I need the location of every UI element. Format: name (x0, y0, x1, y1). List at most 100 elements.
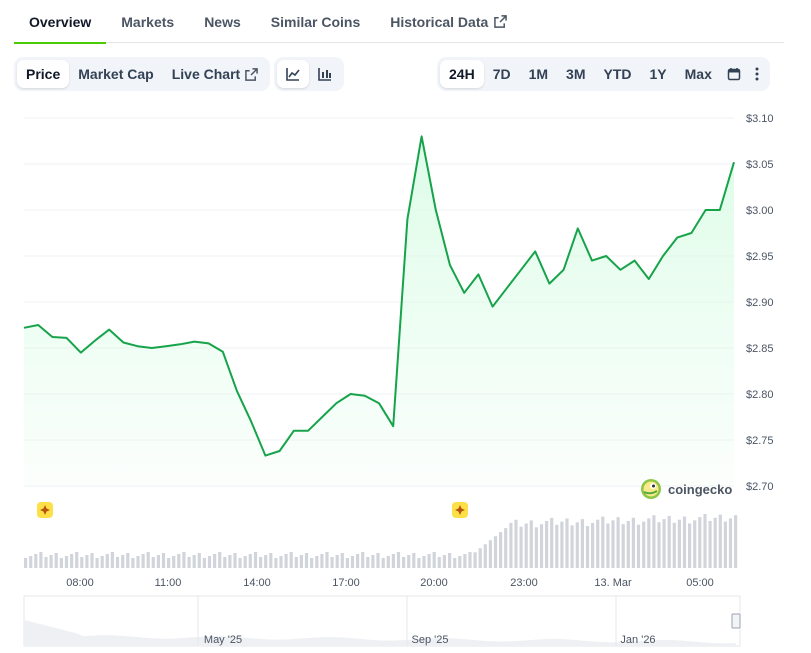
x-tick-label: 20:00 (420, 577, 448, 589)
volume-bar (591, 522, 595, 568)
volume-bar (330, 557, 334, 568)
volume-bar (223, 557, 227, 568)
volume-bar (95, 558, 99, 568)
volume-bar (187, 557, 191, 568)
volume-bar (29, 556, 33, 568)
range-24h-button[interactable]: 24H (440, 60, 484, 88)
volume-bar (550, 517, 554, 568)
volume-bar (570, 525, 574, 568)
navigator-label: Jan '26 (620, 634, 655, 646)
volume-bar (682, 516, 687, 568)
y-tick-label: $3.10 (746, 113, 774, 125)
volume-bar (734, 515, 738, 568)
volume-bar (662, 519, 666, 568)
tab-news[interactable]: News (189, 0, 256, 43)
volume-bar (723, 521, 727, 568)
x-tick-label: 11:00 (155, 577, 182, 589)
coingecko-logo: coingecko (640, 478, 732, 500)
volume-bar (478, 548, 482, 568)
volume-bar (304, 553, 309, 568)
tab-overview[interactable]: Overview (14, 0, 107, 44)
line-chart-icon[interactable] (277, 60, 309, 88)
volume-bar (667, 515, 671, 568)
volume-bar (539, 524, 544, 568)
volume-bar (264, 555, 268, 568)
volume-bar (356, 554, 360, 568)
volume-bar (136, 556, 140, 568)
volume-bar (269, 553, 273, 568)
volume-bar (100, 556, 104, 568)
volume-bar (350, 556, 355, 568)
x-tick-label: 05:00 (686, 577, 714, 589)
range-7d-button[interactable]: 7D (492, 66, 511, 82)
navigator-handle[interactable] (731, 613, 741, 629)
volume-bar (483, 544, 487, 568)
volume-bar (499, 532, 503, 568)
x-tick-label: 14:00 (243, 577, 271, 589)
volume-bar (488, 540, 492, 568)
gecko-logo-icon (641, 479, 661, 499)
volume-bar (407, 555, 411, 568)
live-chart-button[interactable]: Live Chart (163, 60, 267, 88)
more-vertical-icon[interactable] (747, 60, 767, 88)
range-max-button[interactable]: Max (684, 66, 712, 82)
volume-bar (24, 558, 28, 568)
volume-bar (453, 558, 457, 568)
volume-bar (693, 520, 697, 568)
range-3m-button[interactable]: 3M (566, 66, 586, 82)
volume-bar (417, 558, 421, 568)
volume-bar (202, 558, 206, 568)
volume-bar (228, 555, 232, 568)
volume-bar (131, 558, 135, 568)
volume-bar (621, 524, 625, 568)
x-tick-label: 17:00 (332, 577, 360, 589)
volume-bar (672, 522, 676, 568)
volume-bar (345, 558, 349, 568)
volume-bar (437, 557, 441, 568)
volume-bar (126, 553, 130, 568)
x-tick-label: 08:00 (66, 577, 94, 589)
tab-similar-coins[interactable]: Similar Coins (256, 0, 375, 43)
button-label: Live Chart (171, 66, 241, 82)
metric-toggle-group: Price Market Cap Live Chart (14, 57, 271, 91)
volume-bar (361, 552, 365, 568)
tab-label: Markets (121, 13, 175, 30)
range-1y-button[interactable]: 1Y (649, 66, 667, 82)
volume-bar (371, 555, 375, 568)
y-tick-label: $3.05 (746, 159, 774, 171)
volume-bar (642, 521, 646, 568)
volume-bar (182, 552, 186, 568)
volume-bar (310, 558, 314, 568)
volume-bar (636, 524, 641, 568)
volume-bar (151, 557, 155, 568)
volume-bar (75, 552, 79, 568)
price-area (24, 136, 734, 486)
volume-bar (386, 556, 390, 568)
event-marker-icon (37, 502, 53, 518)
price-button[interactable]: Price (17, 60, 70, 88)
volume-bar (34, 554, 38, 568)
external-link-icon (494, 15, 508, 28)
volume-bar (105, 554, 109, 568)
market-cap-button[interactable]: Market Cap (69, 60, 162, 88)
x-tick-label: 23:00 (510, 577, 538, 589)
y-tick-label: $3.00 (746, 205, 774, 217)
y-tick-label: $2.90 (746, 297, 774, 309)
tab-label: Similar Coins (270, 13, 361, 30)
calendar-icon[interactable] (721, 60, 747, 88)
volume-bar (473, 552, 477, 568)
tab-historical-data[interactable]: Historical Data (375, 0, 522, 43)
volume-bar (545, 521, 549, 568)
volume-bar (39, 552, 43, 568)
button-label: Price (26, 66, 61, 82)
price-chart[interactable]: $3.10 $3.05 $3.00 $2.95 $2.90 $2.85 $2.80 $2.75… (0, 100, 811, 653)
range-ytd-button[interactable]: YTD (603, 66, 632, 82)
volume-bar (156, 555, 160, 568)
range-1m-button[interactable]: 1M (528, 66, 549, 82)
volume-bar (141, 554, 145, 568)
tab-markets[interactable]: Markets (106, 0, 189, 43)
candlestick-chart-icon[interactable] (309, 60, 341, 88)
volume-bar (115, 557, 120, 568)
button-label: Market Cap (78, 66, 154, 82)
volume-bar (688, 523, 692, 568)
